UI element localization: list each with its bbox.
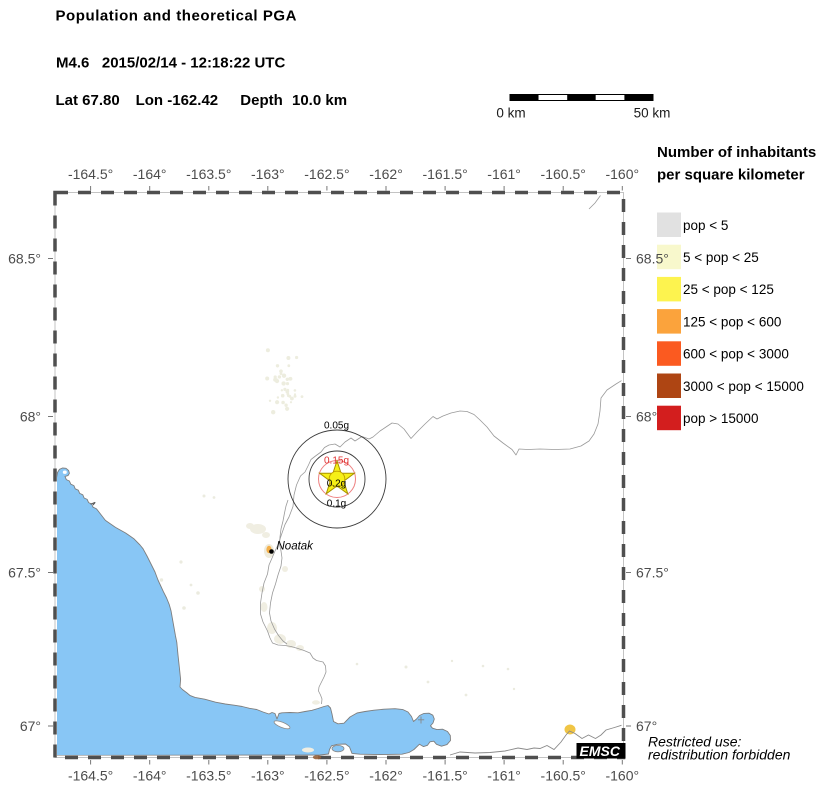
svg-text:-162.5°: -162.5°	[304, 768, 349, 784]
svg-text:-163.5°: -163.5°	[186, 768, 231, 784]
svg-text:-163.5°: -163.5°	[186, 166, 231, 182]
svg-text:-161°: -161°	[487, 166, 521, 182]
svg-text:68.5°: 68.5°	[8, 251, 41, 267]
svg-text:EMSC: EMSC	[580, 743, 621, 759]
svg-text:67.5°: 67.5°	[8, 565, 41, 581]
svg-text:Lon -162.42: Lon -162.42	[136, 92, 219, 109]
svg-text:68°: 68°	[20, 409, 41, 425]
svg-text:redistribution forbidden: redistribution forbidden	[648, 747, 791, 763]
svg-text:-160°: -160°	[605, 768, 639, 784]
svg-text:0.15g: 0.15g	[324, 456, 349, 467]
svg-text:67.5°: 67.5°	[636, 565, 669, 581]
svg-text:0.2g: 0.2g	[327, 479, 346, 490]
svg-text:68.5°: 68.5°	[636, 251, 669, 267]
svg-text:-164.5°: -164.5°	[68, 768, 113, 784]
svg-text:Population and theoretical PGA: Population and theoretical PGA	[56, 8, 298, 25]
svg-text:Number of inhabitants: Number of inhabitants	[657, 144, 816, 161]
svg-text:600 < pop < 3000: 600 < pop < 3000	[683, 347, 789, 362]
svg-text:5 < pop < 25: 5 < pop < 25	[683, 250, 759, 265]
svg-text:M4.6 2015/02/14 - 12:18:22 U: M4.6 2015/02/14 - 12:18:22 UTC	[56, 55, 285, 72]
svg-text:-164°: -164°	[133, 768, 167, 784]
svg-text:-160.5°: -160.5°	[541, 166, 586, 182]
svg-text:3000 < pop < 15000: 3000 < pop < 15000	[683, 379, 804, 394]
svg-text:-162°: -162°	[369, 166, 403, 182]
svg-text:pop > 15000: pop > 15000	[683, 411, 758, 426]
svg-text:-161°: -161°	[487, 768, 521, 784]
svg-text:50 km: 50 km	[634, 106, 671, 121]
svg-text:-161.5°: -161.5°	[422, 768, 467, 784]
svg-text:pop < 5: pop < 5	[683, 218, 728, 233]
svg-text:-160°: -160°	[605, 166, 639, 182]
svg-text:125 < pop < 600: 125 < pop < 600	[683, 314, 781, 329]
svg-text:0 km: 0 km	[496, 106, 525, 121]
svg-text:-163°: -163°	[251, 768, 285, 784]
svg-text:-164°: -164°	[133, 166, 167, 182]
svg-text:Noatak: Noatak	[277, 541, 315, 553]
svg-text:25 < pop < 125: 25 < pop < 125	[683, 282, 774, 297]
svg-text:-160.5°: -160.5°	[541, 768, 586, 784]
svg-text:67°: 67°	[636, 718, 657, 734]
svg-text:-162°: -162°	[369, 768, 403, 784]
svg-text:0.05g: 0.05g	[324, 421, 349, 432]
svg-text:-161.5°: -161.5°	[422, 166, 467, 182]
svg-text:per square kilometer: per square kilometer	[657, 167, 805, 184]
svg-text:0.1g: 0.1g	[327, 499, 346, 510]
svg-text:-164.5°: -164.5°	[68, 166, 113, 182]
svg-text:68°: 68°	[636, 409, 657, 425]
svg-text:Depth: Depth	[240, 92, 282, 109]
svg-text:10.0 km: 10.0 km	[292, 92, 347, 109]
svg-text:-163°: -163°	[251, 166, 285, 182]
svg-text:Lat 67.80: Lat 67.80	[56, 92, 120, 109]
svg-text:67°: 67°	[20, 718, 41, 734]
svg-text:Restricted use:: Restricted use:	[648, 734, 741, 750]
svg-text:-162.5°: -162.5°	[304, 166, 349, 182]
